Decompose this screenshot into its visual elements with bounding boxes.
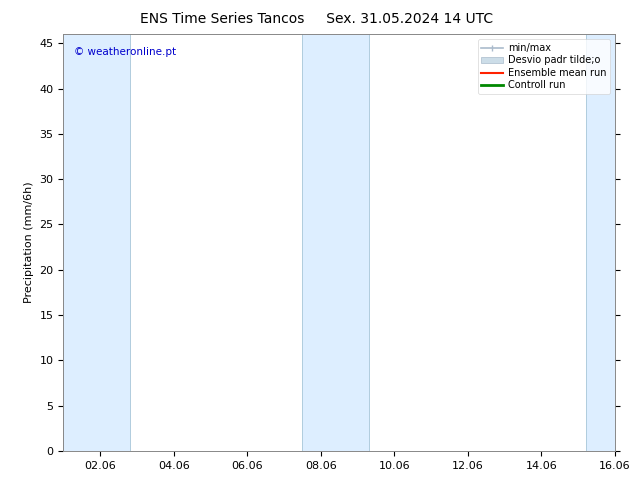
Y-axis label: Precipitation (mm/6h): Precipitation (mm/6h) (24, 182, 34, 303)
Text: © weatheronline.pt: © weatheronline.pt (74, 47, 176, 57)
Bar (63, 34, 129, 451)
Text: ENS Time Series Tancos     Sex. 31.05.2024 14 UTC: ENS Time Series Tancos Sex. 31.05.2024 1… (141, 12, 493, 26)
Legend: min/max, Desvio padr tilde;o, Ensemble mean run, Controll run: min/max, Desvio padr tilde;o, Ensemble m… (477, 39, 610, 94)
Bar (302, 34, 368, 451)
Bar (586, 34, 615, 451)
